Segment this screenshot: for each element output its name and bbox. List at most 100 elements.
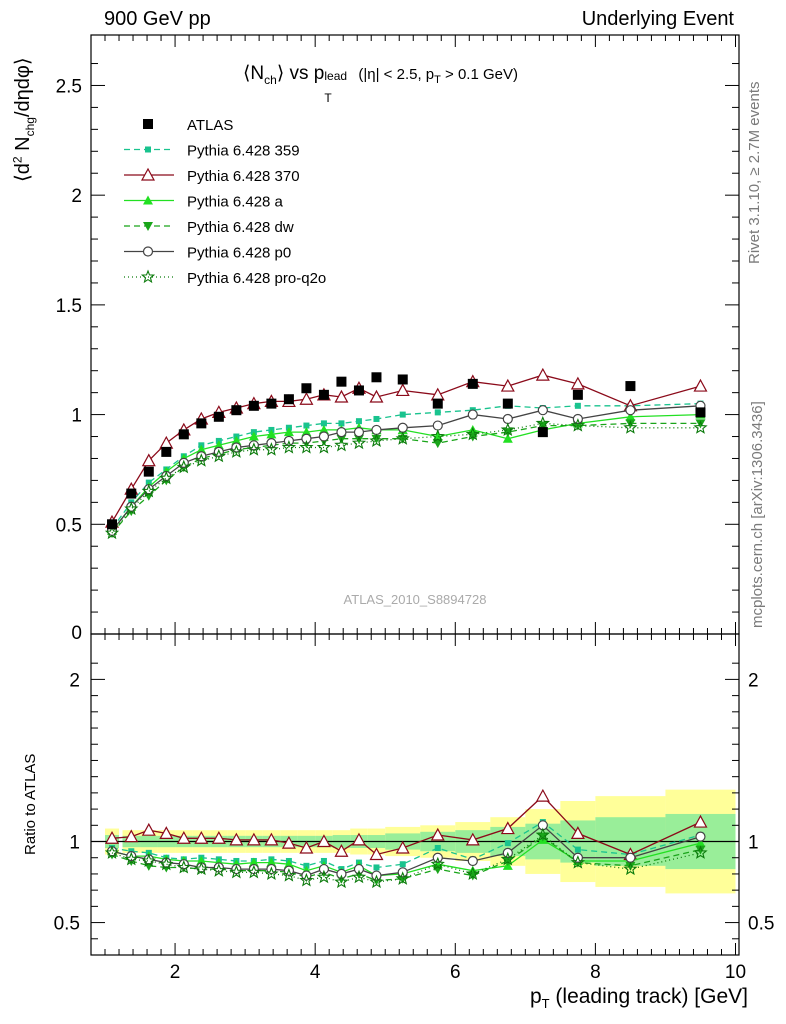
- ratio-point: [104, 845, 120, 859]
- legend-label: Pythia 6.428 pro-q2o: [187, 270, 326, 287]
- data-point: [572, 389, 583, 400]
- series-point: [303, 422, 310, 429]
- series-point: [625, 405, 636, 416]
- ratio-point: [334, 843, 349, 857]
- series-point: [194, 453, 209, 467]
- ratio-point: [570, 826, 585, 840]
- ratio-tick-label-right: 0.5: [748, 914, 774, 935]
- legend: ATLAS Pythia 6.428 359 Pythia 6.428 370 Pyt…: [124, 117, 326, 287]
- legend-marker: [140, 167, 156, 181]
- data-point: [432, 398, 443, 409]
- analysis-watermark: ATLAS_2010_S8894728: [344, 592, 487, 607]
- series-point: [535, 367, 550, 381]
- x-axis-label: pT (leading track) [GeV]: [529, 985, 748, 1012]
- ratio-point: [351, 832, 366, 846]
- series-point: [353, 434, 364, 444]
- series-point: [336, 427, 347, 438]
- series-point: [104, 525, 120, 540]
- ratio-point: [695, 838, 706, 848]
- series-point: [334, 437, 349, 452]
- series-point: [625, 411, 636, 421]
- data-point: [213, 411, 224, 422]
- ratio-point: [299, 840, 314, 854]
- y-tick-label: 2.5: [56, 76, 82, 97]
- series-point: [248, 431, 259, 441]
- ratio-point: [141, 822, 156, 836]
- ratio-point: [434, 845, 441, 851]
- ratio-point: [299, 872, 314, 887]
- ratio-point: [248, 863, 259, 875]
- ratio-point: [159, 856, 174, 871]
- series-point: [211, 448, 227, 463]
- ratio-series-5: [104, 827, 708, 889]
- ratio-point: [213, 862, 224, 873]
- ratio-point: [353, 863, 365, 875]
- series-point: [397, 422, 408, 433]
- legend-label: Pythia 6.428 dw: [187, 219, 294, 236]
- data-point: [318, 389, 329, 400]
- ratio-point: [266, 857, 277, 867]
- series-point: [502, 433, 513, 443]
- ratio-point: [625, 861, 636, 871]
- legend-label: Pythia 6.428 359: [187, 143, 300, 160]
- ratio-point: [246, 832, 261, 846]
- series-point: [353, 427, 365, 438]
- ratio-point: [693, 814, 708, 828]
- ratio-point: [351, 869, 367, 884]
- data-point: [502, 398, 513, 409]
- series-1: [105, 367, 708, 528]
- ratio-point: [141, 853, 156, 867]
- ratio-point: [159, 826, 174, 840]
- ratio-point: [369, 847, 384, 861]
- series-point: [434, 409, 441, 416]
- ratio-point: [229, 864, 244, 879]
- y-tick-label: 1: [71, 406, 82, 427]
- series-point: [371, 424, 382, 436]
- series-point: [320, 420, 327, 427]
- series-point: [373, 415, 380, 422]
- series-point: [467, 409, 478, 420]
- ratio-point: [316, 869, 332, 884]
- series-point: [334, 389, 349, 403]
- series-point: [316, 440, 332, 454]
- series-point: [623, 420, 638, 434]
- title-mid: ⟩ vs p: [276, 63, 325, 84]
- data-point: [301, 383, 312, 394]
- data-point: [336, 376, 347, 387]
- ratio-point: [211, 831, 226, 844]
- ratio-tick-label-left: 1: [69, 833, 80, 854]
- legend-label: Pythia 6.428 p0: [187, 245, 291, 262]
- data-point: [231, 405, 242, 416]
- series-point: [369, 389, 384, 403]
- ratio-point: [430, 856, 445, 871]
- series-point: [432, 420, 443, 431]
- data-point: [283, 394, 294, 405]
- series-point: [465, 426, 480, 441]
- ratio-point: [316, 834, 331, 848]
- ratio-point: [231, 863, 242, 875]
- data-point: [371, 372, 382, 383]
- ratio-point: [334, 874, 349, 889]
- ratio-point: [535, 788, 550, 802]
- series-point: [695, 419, 706, 429]
- ratio-point: [574, 846, 581, 853]
- series-point: [231, 435, 242, 445]
- series-point: [693, 420, 708, 434]
- data-point: [625, 381, 636, 392]
- ratio-point: [211, 863, 227, 877]
- series-line: [111, 422, 701, 534]
- data-point: [196, 418, 207, 429]
- ratio-point: [467, 855, 478, 867]
- series-point: [399, 411, 406, 418]
- series-point: [178, 457, 189, 468]
- series-point: [395, 383, 410, 397]
- legend-marker: [142, 246, 154, 257]
- series-point: [500, 378, 515, 392]
- data-point: [695, 407, 706, 418]
- ratio-point: [693, 845, 708, 859]
- title-sub-ch: ch: [264, 72, 277, 87]
- ratio-point: [229, 832, 244, 846]
- series-point: [159, 435, 174, 449]
- series-point: [246, 442, 262, 456]
